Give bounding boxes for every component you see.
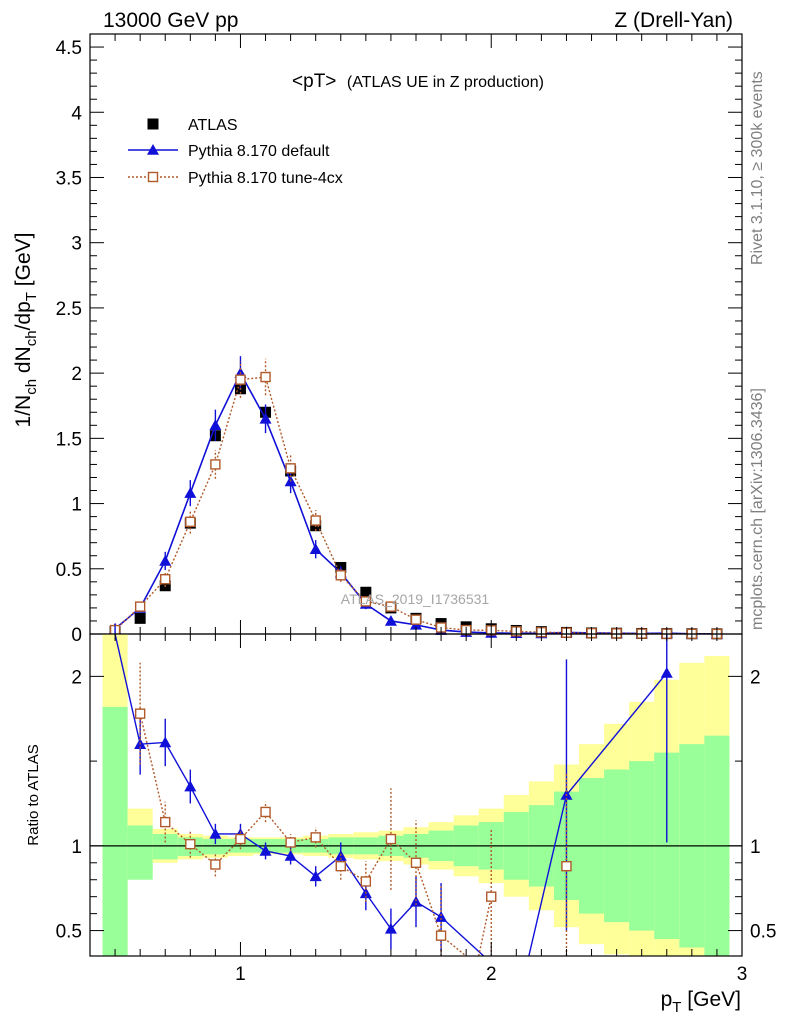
tune4cx-point xyxy=(185,516,196,528)
tune4cx-point xyxy=(285,463,296,474)
ratio-line xyxy=(114,633,442,930)
tune4cx-point xyxy=(210,459,221,470)
main-panel: 0 0.5 1 1.5 2 2.5 3 3.5 4 4.5 <pT> (ATLAS UE in Z… xyxy=(12,33,743,646)
ratio-tune4cx-point xyxy=(260,806,271,818)
main-axes: 0 0.5 1 1.5 2 2.5 3 3.5 4 4.5 xyxy=(56,34,742,646)
ratio-tune4cx-point xyxy=(335,860,346,872)
syst-band-inner xyxy=(202,839,228,855)
legend-tune4cx-marker xyxy=(147,171,159,183)
ratio-default-point xyxy=(660,666,673,678)
ratio-default-point xyxy=(384,922,397,934)
ratio-tune4cx-point xyxy=(134,708,146,719)
ratio-panel: 1 2 30.5 0.51 12 2 Ratio to ATLAS pT [GeV] xyxy=(25,625,776,1016)
atlas-point xyxy=(134,612,146,624)
ratio-data xyxy=(90,625,742,957)
y-tick-label: 0.5 xyxy=(56,560,82,581)
rivet-label: Rivet 3.1.10, ≥ 300k events xyxy=(749,71,766,265)
ratio-default-point xyxy=(259,844,272,856)
atlas-point xyxy=(360,586,372,598)
legend-default-marker xyxy=(147,144,159,155)
mcplots-label: mcplots.cern.ch [arXiv:1306.3436] xyxy=(749,388,766,630)
y-tick-label: 2 xyxy=(71,364,82,385)
ratio-default-point xyxy=(159,736,172,748)
ratio-axes: 1 2 30.5 0.51 12 2 xyxy=(56,634,776,985)
legend-label: Pythia 8.170 tune-4cx xyxy=(188,170,343,187)
syst-band-inner xyxy=(102,706,128,956)
tune4cx-point xyxy=(335,570,346,581)
ratio-line xyxy=(139,713,442,936)
main-title: <pT> (ATLAS UE in Z production) xyxy=(292,71,544,92)
syst-band-inner xyxy=(127,825,153,880)
y-tick-label: 4 xyxy=(71,103,82,124)
default-point xyxy=(184,487,197,498)
legend: ATLAS Pythia 8.170 default Pythia 8.170 tu… xyxy=(128,117,343,187)
y-tick-label: 3.5 xyxy=(56,168,82,189)
x-axis-label: pT [GeV] xyxy=(661,988,741,1016)
y-tick-label: 3 xyxy=(71,234,82,255)
default-point xyxy=(259,412,272,424)
ratio-tune4cx-point xyxy=(185,838,196,850)
main-title-main: <pT> xyxy=(292,71,336,92)
y-axis-label-ratio: Ratio to ATLAS xyxy=(25,744,42,845)
ratio-tune4cx-point xyxy=(410,857,422,868)
tune4cx-point xyxy=(385,601,397,612)
ratio-line-head xyxy=(478,896,492,957)
ratio-line-head xyxy=(528,794,568,957)
ratio-y-tick-label-right: 2 xyxy=(750,667,761,688)
tune4cx-point xyxy=(410,614,422,625)
ratio-y-tick-label-left: 0.5 xyxy=(56,922,82,943)
ratio-tune4cx-point xyxy=(285,837,296,848)
ratio-y-tick-label-left: 2 xyxy=(71,667,82,688)
x-tick-label: 3 xyxy=(737,964,748,985)
ratio-y-tick-label-right: 1 xyxy=(750,837,761,858)
ratio-tune4cx-point xyxy=(486,891,497,902)
watermark: ATLAS_2019_I1736531 xyxy=(341,591,490,607)
tune4cx-point xyxy=(160,574,171,585)
tune4cx-point xyxy=(310,515,321,526)
ratio-tune4cx-point xyxy=(435,930,447,941)
y-tick-label: 1.5 xyxy=(56,429,82,450)
main-title-sub: (ATLAS UE in Z production) xyxy=(347,74,544,91)
default-point xyxy=(309,543,322,555)
ratio-default-point xyxy=(309,870,322,882)
y-tick-label: 1 xyxy=(71,495,82,516)
legend-label: ATLAS xyxy=(188,117,238,134)
legend-label: Pythia 8.170 default xyxy=(188,143,330,160)
ratio-y-tick-label-left: 1 xyxy=(71,837,82,858)
tune4cx-point xyxy=(134,601,146,612)
ratio-line-tail xyxy=(440,916,485,957)
ratio-tune4cx-point xyxy=(210,859,221,870)
x-tick-label: 2 xyxy=(486,964,497,985)
ratio-tune4cx-point xyxy=(235,833,246,845)
ratio-line-late xyxy=(565,672,668,796)
ratio-default-point xyxy=(435,911,448,922)
y-axis-label-main: 1/Nch dNch/dpT [GeV] xyxy=(12,233,40,428)
default-point xyxy=(159,554,172,566)
ratio-tune4cx-point xyxy=(385,833,397,845)
header-left: 13000 GeV pp xyxy=(103,9,238,32)
ratio-tune4cx-point xyxy=(160,816,171,828)
ratio-tune4cx-point xyxy=(310,832,321,843)
ratio-default-point xyxy=(209,827,222,839)
ratio-tune4cx-point xyxy=(360,876,372,887)
tune4cx-point xyxy=(235,374,246,385)
ratio-tune4cx-point xyxy=(561,860,572,872)
ratio-default-point xyxy=(284,850,297,861)
ratio-default-point xyxy=(410,895,422,907)
ratio-y-tick-label-right: 0.5 xyxy=(750,922,776,943)
header-right: Z (Drell-Yan) xyxy=(614,9,733,32)
y-tick-label: 0 xyxy=(71,625,82,646)
default-point xyxy=(384,614,397,626)
tune4cx-point xyxy=(260,371,271,383)
x-tick-label: 1 xyxy=(235,964,246,985)
y-tick-label: 4.5 xyxy=(56,38,82,59)
legend-atlas-marker xyxy=(147,118,159,130)
y-tick-label: 2.5 xyxy=(56,299,82,320)
default-point xyxy=(209,419,222,431)
ratio-default-point xyxy=(184,780,197,792)
tune4cx-point xyxy=(360,596,372,607)
